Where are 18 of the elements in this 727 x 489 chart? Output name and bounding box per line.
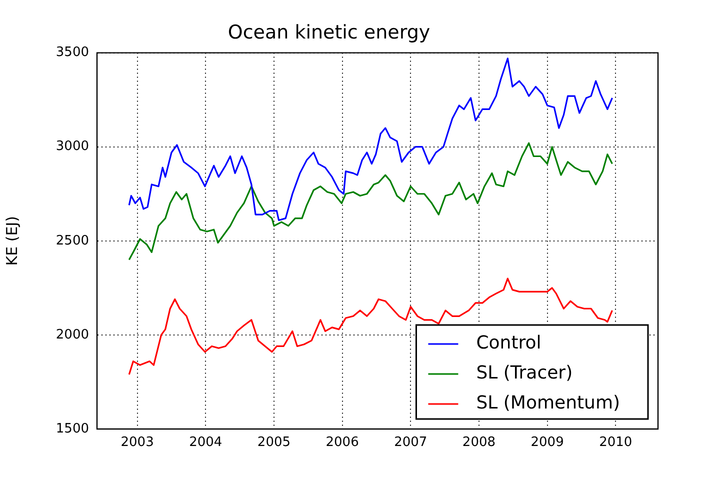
y-tick-label: 3000 <box>56 139 89 154</box>
x-tick-label: 2010 <box>599 435 632 450</box>
chart-title: Ocean kinetic energy <box>228 21 430 44</box>
x-tick-label: 2008 <box>462 435 496 450</box>
y-tick-label: 2000 <box>56 327 89 342</box>
y-tick-label: 3500 <box>56 45 89 60</box>
legend-label: Control <box>476 332 542 354</box>
x-tick-label: 2004 <box>189 435 222 450</box>
y-tick-label: 2500 <box>56 233 89 248</box>
legend-label: SL (Momentum) <box>476 392 620 414</box>
x-tick-label: 2006 <box>326 435 359 450</box>
x-tick-label: 2005 <box>257 435 291 450</box>
x-tick-label: 2007 <box>394 435 428 450</box>
legend-label: SL (Tracer) <box>476 362 573 384</box>
x-tick-label: 2009 <box>530 435 564 450</box>
y-tick-label: 1500 <box>56 421 89 436</box>
x-tick-label: 2003 <box>120 435 154 450</box>
y-axis-title: KE (EJ) <box>2 216 21 266</box>
